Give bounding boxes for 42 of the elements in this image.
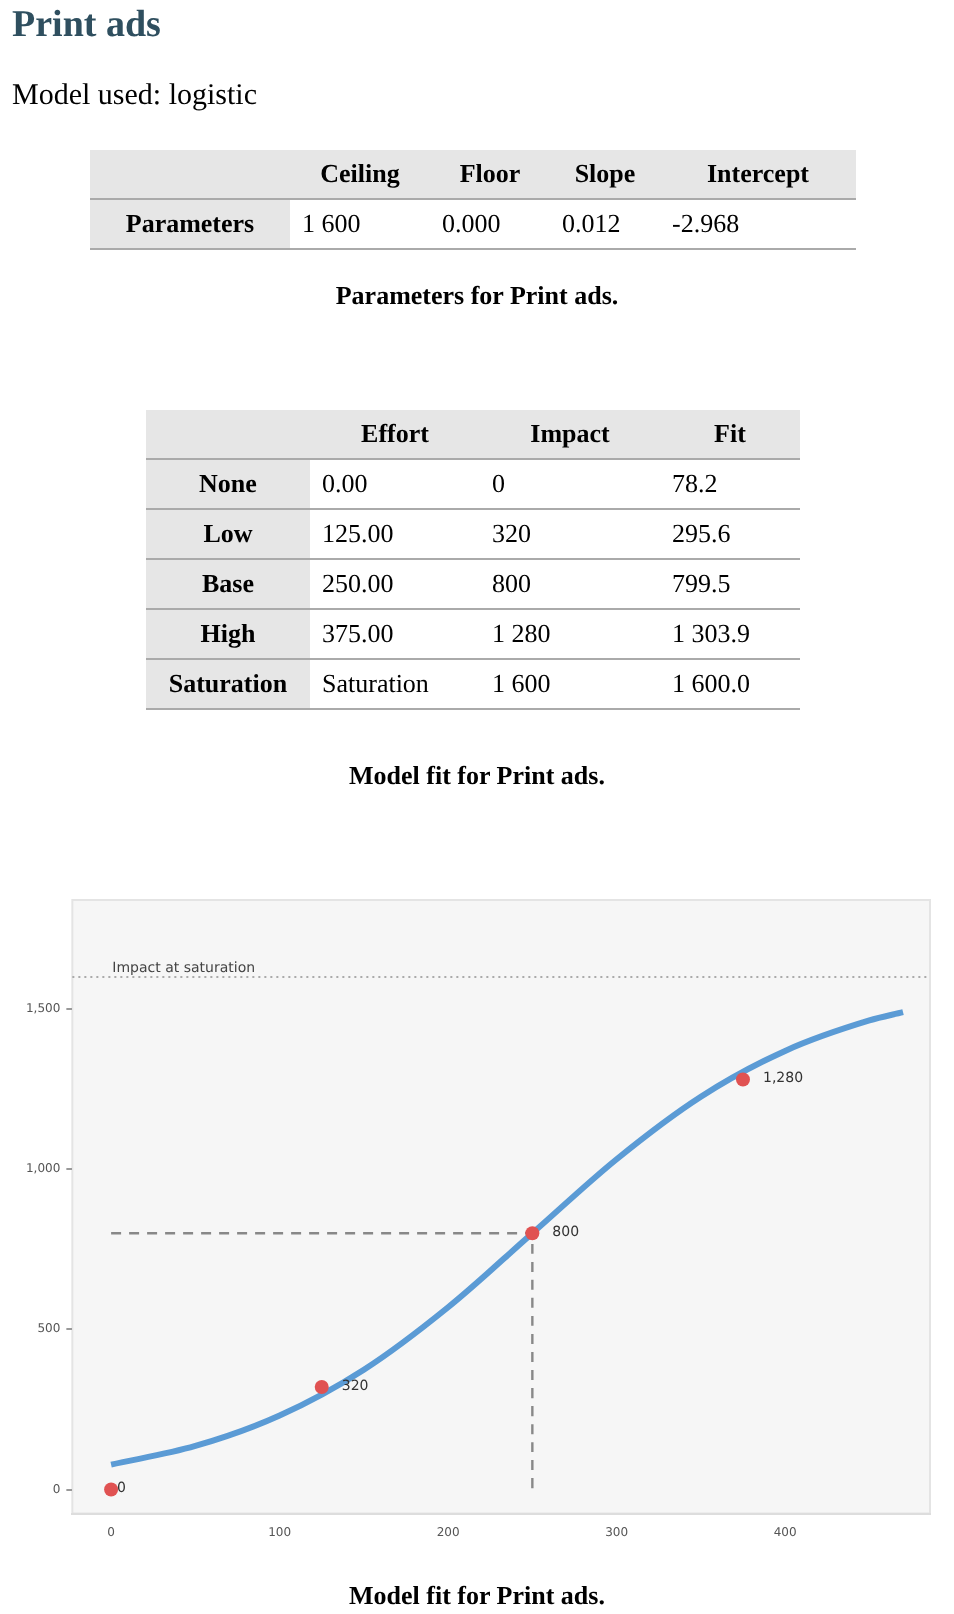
text: 375.00 (322, 618, 394, 648)
text: 0 (492, 468, 505, 498)
text: 1 280 (492, 618, 551, 648)
category-label: None (199, 468, 257, 498)
category-label: Saturation (168, 668, 288, 698)
text: 320 (492, 518, 531, 548)
category-label: Slope (550, 150, 660, 199)
text: 0.00 (322, 468, 368, 498)
category-label: Fit (660, 410, 800, 459)
text: 1 303.9 (672, 618, 750, 648)
line-series (108, 1009, 907, 1468)
text: 125.00 (322, 518, 394, 548)
text: 1 600 (492, 668, 551, 698)
point (525, 1226, 540, 1241)
category-label: Floor (430, 150, 550, 199)
point (104, 1482, 119, 1497)
text: 295.6 (672, 518, 731, 548)
text: 1 600.0 (672, 668, 750, 698)
point (314, 1380, 329, 1395)
category-label: Ceiling (290, 150, 430, 199)
category-label: Effort (310, 410, 480, 459)
text: -2.968 (672, 208, 740, 238)
category-label: Impact (480, 410, 660, 459)
text: 78.2 (672, 468, 718, 498)
text: 1 600 (302, 208, 361, 238)
category-label: Parameters (125, 208, 255, 238)
text: 799.5 (672, 568, 731, 598)
text: Model fit for Print ads. (347, 1580, 607, 1612)
text: Print ads (12, 4, 161, 48)
text: 0.012 (562, 208, 621, 238)
text: Model fit for Print ads. (347, 760, 607, 792)
category-label: High (200, 618, 256, 648)
category-label: Intercept (660, 150, 856, 199)
text: Model used: logistic (12, 80, 257, 114)
category-label: Base (202, 568, 254, 598)
category-label: Low (203, 518, 253, 548)
text: 800 (492, 568, 531, 598)
point (735, 1072, 750, 1087)
text: Parameters for Print ads. (333, 280, 621, 312)
text: 0.000 (442, 208, 501, 238)
text: Saturation (322, 668, 429, 698)
text: 250.00 (322, 568, 394, 598)
